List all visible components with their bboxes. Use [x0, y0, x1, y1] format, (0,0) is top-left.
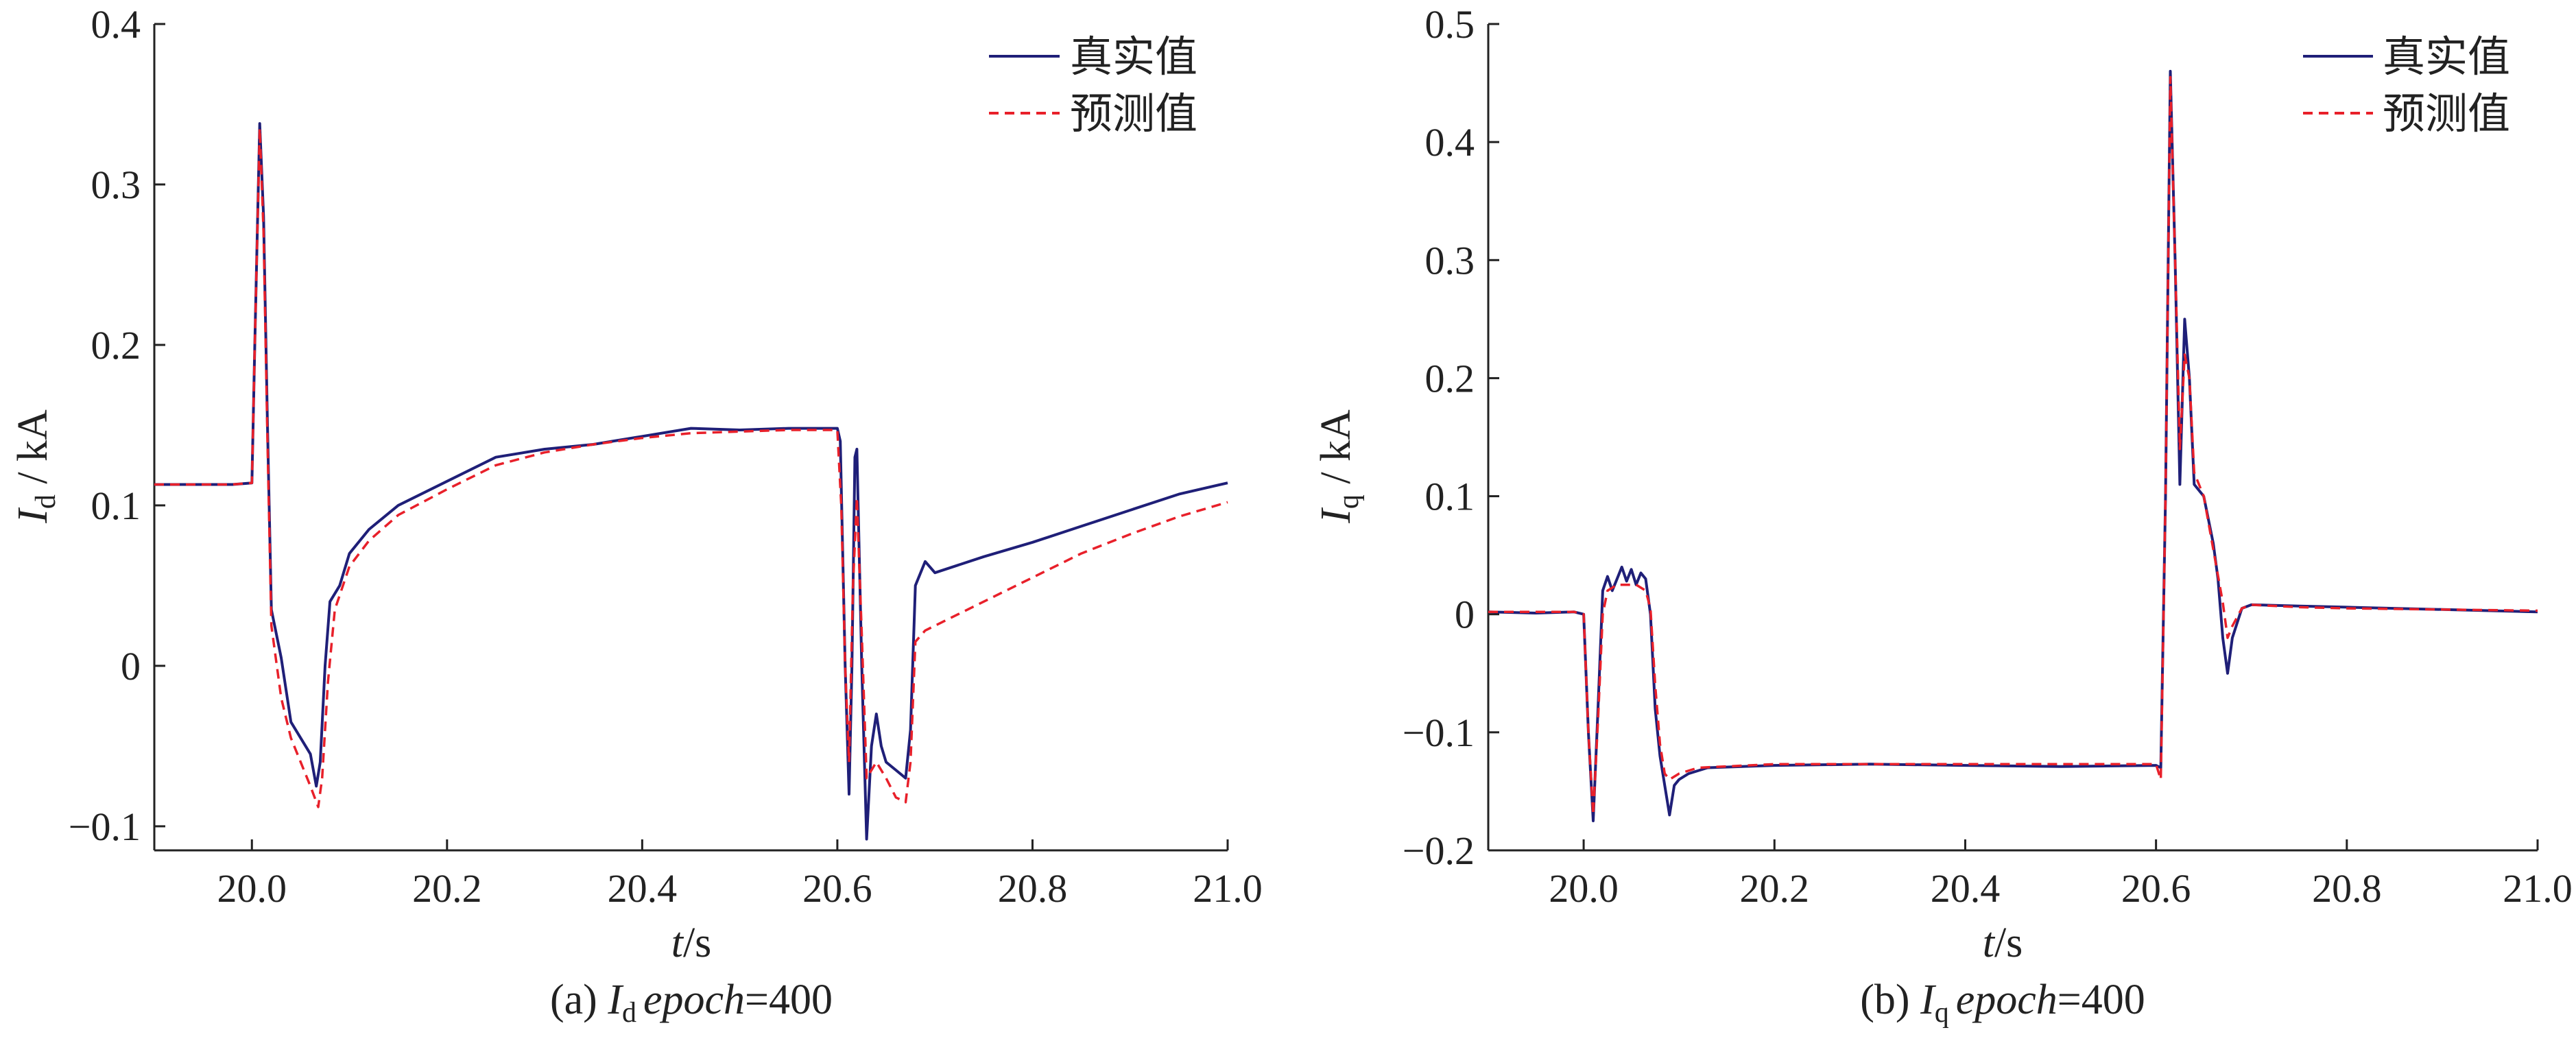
panel-a-y-tick-label: 0.1	[91, 483, 141, 528]
panel-a-y-tick-label: 0	[121, 644, 141, 689]
panel-a-legend-true-label: 真实值	[1070, 34, 1197, 81]
panel-b-x-tick-label: 20.6	[2121, 866, 2191, 911]
panel-a-y-ticks: −0.1 0 0.1 0.2 0.3 0.4	[69, 2, 165, 849]
panel-a-y-tick-label: −0.1	[69, 804, 141, 849]
panel-a-predicted-series-line	[154, 127, 1228, 809]
panel-b-caption: (b) Iq epoch=400	[1860, 977, 2145, 1029]
panel-b-y-tick-label: −0.2	[1403, 828, 1475, 873]
panel-a-caption: (a) Id epoch=400	[550, 977, 833, 1029]
panel-b-series	[1488, 69, 2538, 822]
panel-b-y-tick-label: 0.3	[1425, 238, 1475, 283]
panel-a-x-tick-label: 21.0	[1193, 866, 1263, 911]
panel-b-x-tick-label: 20.8	[2312, 866, 2382, 911]
panel-b-y-tick-label: 0.5	[1425, 2, 1475, 47]
panel-b: −0.2−0.100.10.20.30.40.5 20.0 20.2 20.4 20.…	[1313, 2, 2573, 1029]
panel-b-x-tick-label: 20.2	[1740, 866, 1810, 911]
panel-b-y-tick-label: 0.4	[1425, 120, 1475, 165]
panel-a-x-tick-label: 20.2	[412, 866, 482, 911]
panel-a-x-tick-label: 20.6	[802, 866, 872, 911]
panel-b-y-ticks: −0.2 −0.1 0 0.1 0.2 0.3 0.4 0.5	[1403, 2, 1499, 873]
panel-b-x-tick-label: 20.0	[1549, 866, 1619, 911]
panel-a-y-tick-label: 0.3	[91, 163, 141, 207]
panel-b-y-axis-title: Iq / kA	[1313, 409, 1365, 524]
panel-a-x-tick-label: 20.4	[608, 866, 678, 911]
panel-a: −0.1 0 0.1 0.2 0.3 0.4 20.0 20.2 20.4 20.6 20.8 21…	[10, 2, 1263, 1029]
panel-b-y-tick-label: 0.1	[1425, 475, 1475, 519]
panel-b-x-tick-label: 20.4	[1931, 866, 2001, 911]
panel-b-predicted-series-line	[1488, 75, 2538, 817]
panel-a-x-tick-label: 20.8	[998, 866, 1068, 911]
panel-a-x-axis-title: t/s	[671, 920, 712, 966]
panel-a-legend: 真实值 预测值	[989, 34, 1197, 138]
panel-a-x-tick-label: 20.0	[217, 866, 287, 911]
panel-b-y-tick-label: 0.2	[1425, 356, 1475, 400]
panel-a-legend-pred-label: 预测值	[1070, 91, 1197, 138]
panel-b-y-tick-label: 0	[1455, 593, 1475, 637]
panel-b-legend: 真实值 预测值	[2303, 34, 2510, 138]
panel-a-x-ticks: 20.0 20.2 20.4 20.6 20.8 21.0	[217, 839, 1263, 911]
panel-b-x-tick-label: 21.0	[2503, 866, 2573, 911]
panel-b-x-ticks: 20.0 20.2 20.4 20.6 20.8 21.0	[1549, 839, 2573, 911]
panel-b-true-series-line	[1488, 69, 2538, 822]
panel-b-legend-pred-label: 预测值	[2383, 91, 2510, 138]
panel-a-y-tick-label: 0.4	[91, 2, 141, 47]
panel-a-y-tick-label: 0.2	[91, 323, 141, 368]
panel-b-y-tick-label: −0.1	[1403, 710, 1475, 755]
panel-a-series	[154, 122, 1228, 841]
panel-b-x-axis-title: t/s	[1983, 920, 2023, 966]
panel-b-legend-true-label: 真实值	[2383, 34, 2510, 81]
panel-a-true-series-line	[154, 122, 1228, 841]
panel-a-y-axis-title: Id / kA	[10, 409, 62, 524]
